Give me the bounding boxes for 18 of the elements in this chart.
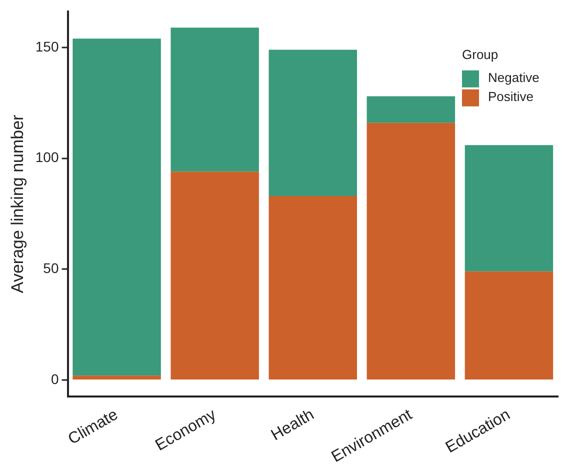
- legend-title: Group: [462, 46, 498, 62]
- bar: [72, 38, 161, 376]
- y-tick-label: 150: [35, 38, 59, 54]
- y-tick-label: 50: [43, 260, 59, 276]
- bar: [170, 172, 259, 380]
- bar: [464, 145, 554, 272]
- bar: [268, 196, 357, 380]
- y-axis-title: Average linking number: [8, 114, 27, 294]
- bar: [72, 376, 161, 380]
- legend-label: Negative: [488, 70, 540, 85]
- bar: [366, 122, 456, 380]
- bar: [268, 50, 357, 196]
- y-tick-label: 0: [50, 370, 59, 387]
- y-tick-label: 100: [35, 149, 59, 166]
- bar: [366, 96, 456, 123]
- legend-label: Positive: [488, 88, 534, 104]
- bar: [170, 28, 259, 172]
- bar: [464, 271, 554, 380]
